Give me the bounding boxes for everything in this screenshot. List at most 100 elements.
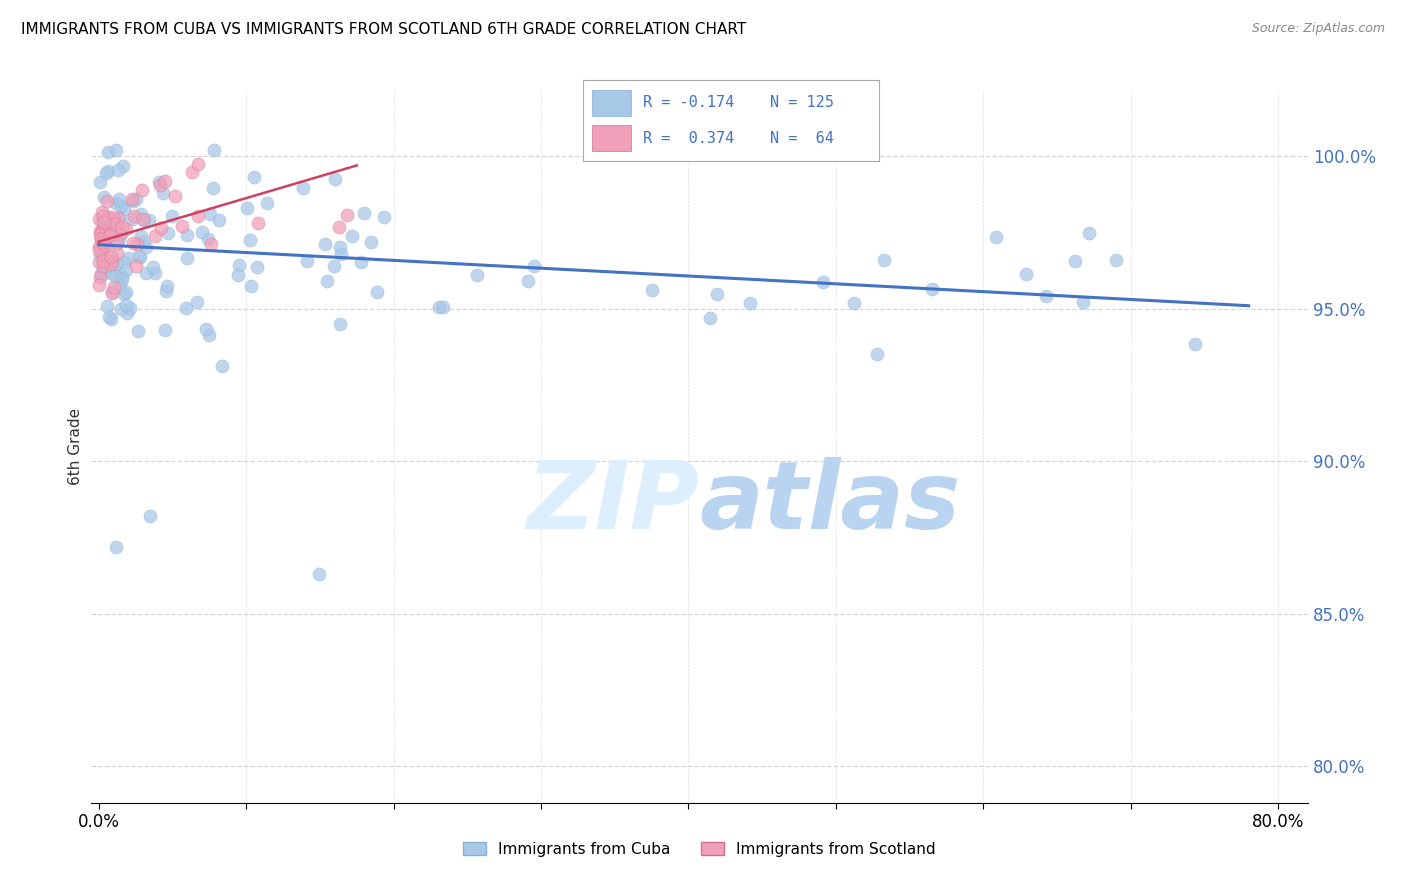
Point bbox=[180, 165, 202, 179]
Point bbox=[112, 254, 135, 268]
Bar bbox=[592, 125, 631, 151]
Point bbox=[112, 202, 135, 217]
Point bbox=[176, 252, 198, 266]
Point bbox=[1035, 289, 1057, 303]
Point bbox=[202, 181, 225, 195]
Point bbox=[143, 266, 166, 280]
Point bbox=[984, 229, 1007, 244]
Point bbox=[125, 259, 148, 273]
Point bbox=[373, 210, 395, 224]
Point bbox=[98, 228, 121, 243]
Point bbox=[236, 201, 259, 215]
Point bbox=[190, 225, 212, 239]
Point bbox=[139, 509, 162, 524]
Point bbox=[94, 226, 117, 240]
Point bbox=[198, 328, 221, 343]
Point bbox=[366, 285, 388, 300]
Point bbox=[115, 298, 138, 312]
Point bbox=[315, 274, 337, 288]
Point bbox=[640, 283, 662, 297]
Point bbox=[110, 199, 132, 213]
Point bbox=[107, 235, 129, 250]
Point bbox=[329, 240, 352, 254]
Text: Source: ZipAtlas.com: Source: ZipAtlas.com bbox=[1251, 22, 1385, 36]
Point bbox=[152, 186, 174, 200]
Point bbox=[349, 255, 371, 269]
Legend: Immigrants from Cuba, Immigrants from Scotland: Immigrants from Cuba, Immigrants from Sc… bbox=[457, 836, 942, 863]
Point bbox=[314, 237, 336, 252]
Point bbox=[176, 227, 198, 242]
Point bbox=[211, 359, 233, 373]
Point bbox=[108, 211, 131, 225]
Text: N =  64: N = 64 bbox=[769, 130, 834, 145]
Point bbox=[108, 277, 131, 291]
Text: N = 125: N = 125 bbox=[769, 95, 834, 111]
Point bbox=[866, 346, 889, 360]
Point bbox=[1071, 294, 1094, 309]
Point bbox=[240, 279, 263, 293]
Point bbox=[329, 317, 352, 331]
Point bbox=[187, 157, 209, 171]
Point bbox=[108, 232, 131, 246]
Point bbox=[89, 243, 111, 257]
Point bbox=[89, 228, 111, 243]
Point bbox=[104, 143, 127, 157]
Point bbox=[97, 310, 120, 324]
Point bbox=[101, 285, 124, 299]
Point bbox=[93, 214, 115, 228]
Point bbox=[91, 243, 114, 257]
Point bbox=[94, 215, 117, 229]
Point bbox=[100, 266, 122, 280]
Point bbox=[91, 209, 114, 223]
Point bbox=[163, 189, 186, 203]
Point bbox=[91, 224, 114, 238]
Point bbox=[292, 181, 315, 195]
Text: R = -0.174: R = -0.174 bbox=[643, 95, 734, 111]
Point bbox=[98, 214, 121, 228]
Point bbox=[115, 222, 138, 236]
Point bbox=[111, 271, 134, 285]
Point bbox=[187, 210, 209, 224]
Point bbox=[112, 287, 135, 301]
Point bbox=[93, 189, 115, 203]
Point bbox=[322, 260, 344, 274]
Point bbox=[107, 246, 129, 260]
Point bbox=[115, 263, 138, 277]
Point bbox=[96, 299, 118, 313]
Point bbox=[98, 227, 121, 241]
Point bbox=[246, 260, 269, 274]
Point bbox=[107, 193, 129, 207]
Point bbox=[104, 257, 127, 271]
Point bbox=[91, 259, 114, 273]
Point bbox=[100, 257, 122, 271]
Point bbox=[90, 205, 112, 219]
Point bbox=[200, 236, 222, 251]
Text: ZIP: ZIP bbox=[527, 457, 699, 549]
Point bbox=[104, 540, 127, 554]
Point bbox=[297, 254, 319, 268]
Point bbox=[111, 268, 134, 283]
Point bbox=[228, 268, 250, 282]
Point bbox=[811, 275, 834, 289]
Point bbox=[155, 284, 177, 298]
Point bbox=[98, 229, 121, 244]
Bar bbox=[592, 90, 631, 116]
Point bbox=[110, 227, 132, 242]
Point bbox=[117, 306, 139, 320]
Point bbox=[132, 212, 155, 227]
Point bbox=[111, 160, 134, 174]
Point bbox=[239, 233, 262, 247]
Point bbox=[107, 163, 129, 178]
Point bbox=[100, 252, 122, 267]
Point bbox=[699, 311, 721, 326]
Point bbox=[427, 300, 450, 314]
Point bbox=[197, 232, 219, 246]
Text: atlas: atlas bbox=[699, 457, 960, 549]
Point bbox=[96, 194, 118, 208]
Point bbox=[523, 259, 546, 273]
Point bbox=[101, 260, 124, 274]
Text: R =  0.374: R = 0.374 bbox=[643, 130, 734, 145]
Point bbox=[108, 227, 131, 242]
Point bbox=[208, 213, 231, 227]
Point bbox=[921, 282, 943, 296]
